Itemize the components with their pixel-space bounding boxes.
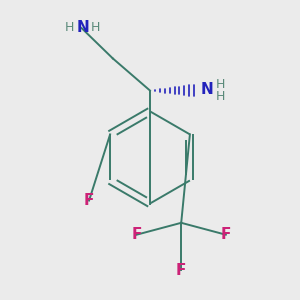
Text: F: F xyxy=(131,227,142,242)
Text: H: H xyxy=(64,21,74,34)
Text: N: N xyxy=(200,82,213,98)
Text: H: H xyxy=(91,21,101,34)
Text: H: H xyxy=(215,90,225,103)
Text: H: H xyxy=(215,77,225,91)
Text: F: F xyxy=(176,263,186,278)
Text: F: F xyxy=(84,193,94,208)
Text: F: F xyxy=(220,227,231,242)
Text: N: N xyxy=(76,20,89,35)
